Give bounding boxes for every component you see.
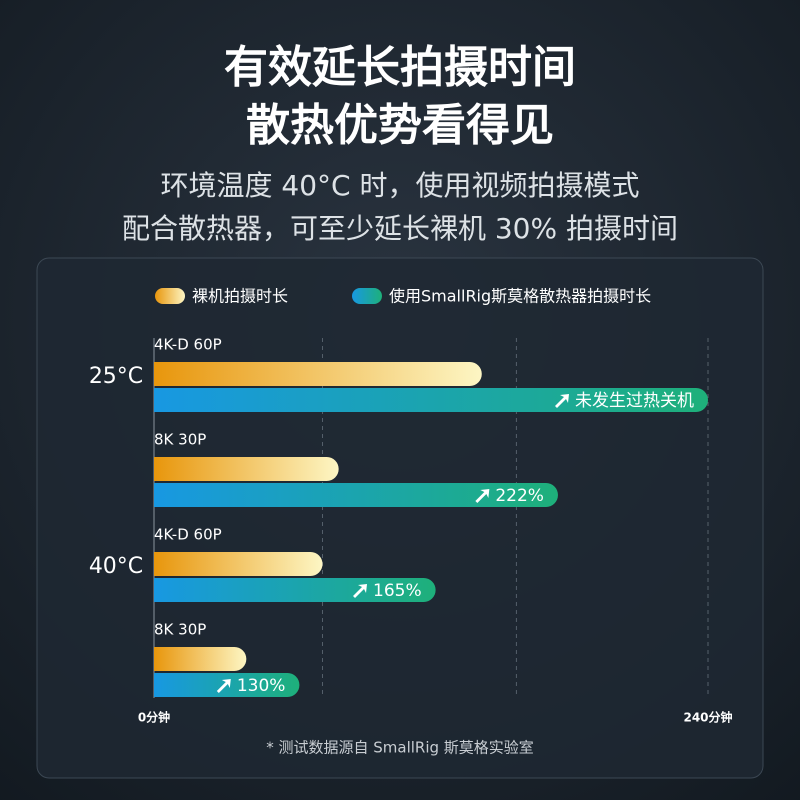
- legend-label: 裸机拍摄时长: [192, 287, 288, 306]
- bar-annotation: 未发生过热关机: [575, 391, 694, 411]
- bar: [154, 552, 323, 576]
- bar: [154, 457, 339, 481]
- group-label: 25°C: [89, 364, 143, 389]
- bar: [154, 647, 247, 671]
- category-label: 8K 30P: [154, 621, 206, 639]
- bar-annotation: 222%: [495, 486, 544, 506]
- subtitle: 配合散热器，可至少延长裸机 30% 拍摄时间: [122, 212, 678, 245]
- arrow-icon: [353, 584, 368, 598]
- x-tick-label: 0分钟: [138, 710, 170, 725]
- category-label: 8K 30P: [154, 431, 206, 449]
- legend-swatch: [352, 288, 382, 304]
- arrow-icon: [555, 394, 569, 408]
- bar: [154, 388, 708, 412]
- arrow-icon: [216, 679, 231, 693]
- legend-label: 使用SmallRig斯莫格散热器拍摄时长: [389, 287, 651, 306]
- title: 散热优势看得见: [246, 100, 554, 151]
- bar: [154, 362, 482, 386]
- bar: [154, 578, 436, 602]
- bar-annotation: 165%: [373, 581, 422, 601]
- arrow-icon: [475, 489, 490, 503]
- category-label: 4K-D 60P: [154, 526, 222, 544]
- category-label: 4K-D 60P: [154, 336, 222, 354]
- bar: [154, 483, 558, 507]
- subtitle: 环境温度 40°C 时，使用视频拍摄模式: [161, 169, 640, 202]
- group-label: 40°C: [89, 554, 143, 579]
- title: 有效延长拍摄时间: [224, 42, 576, 93]
- footnote: * 测试数据源自 SmallRig 斯莫格实验室: [266, 739, 534, 757]
- legend-swatch: [155, 288, 185, 304]
- bar-annotation: 130%: [237, 676, 286, 696]
- panel: [36, 257, 764, 779]
- x-tick-label: 240分钟: [683, 710, 732, 725]
